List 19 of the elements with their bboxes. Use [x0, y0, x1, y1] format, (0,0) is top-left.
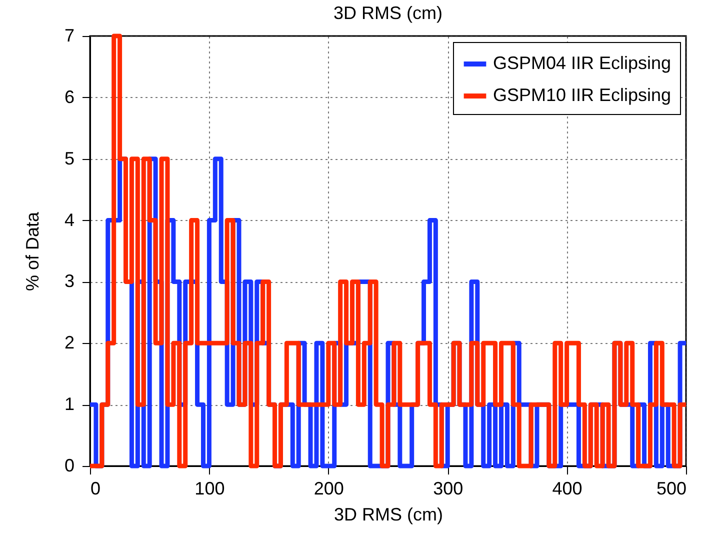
x-tick-label: 0: [90, 478, 101, 498]
x-axis-title: 3D RMS (cm): [334, 504, 443, 524]
chart-title: 3D RMS (cm): [334, 3, 442, 23]
x-tick-label: 200: [314, 478, 344, 498]
x-tick-label: 300: [433, 478, 464, 498]
y-tick-label: 1: [64, 394, 74, 414]
x-tick-label: 500: [656, 478, 686, 498]
y-tick-label: 6: [64, 86, 74, 107]
y-tick-label: 4: [64, 210, 74, 230]
legend-label: GSPM04 IIR Eclipsing: [493, 53, 672, 73]
y-tick-label: 2: [64, 332, 74, 353]
x-tick-label: 400: [552, 478, 582, 498]
y-tick-label: 7: [64, 26, 74, 46]
y-axis-title: % of Data: [22, 210, 42, 292]
y-tick-label: 3: [64, 271, 74, 292]
y-tick-label: 5: [64, 148, 74, 168]
y-tick-label: 0: [64, 456, 74, 476]
x-tick-label: 100: [194, 478, 225, 498]
legend-label: GSPM10 IIR Eclipsing: [493, 85, 672, 105]
